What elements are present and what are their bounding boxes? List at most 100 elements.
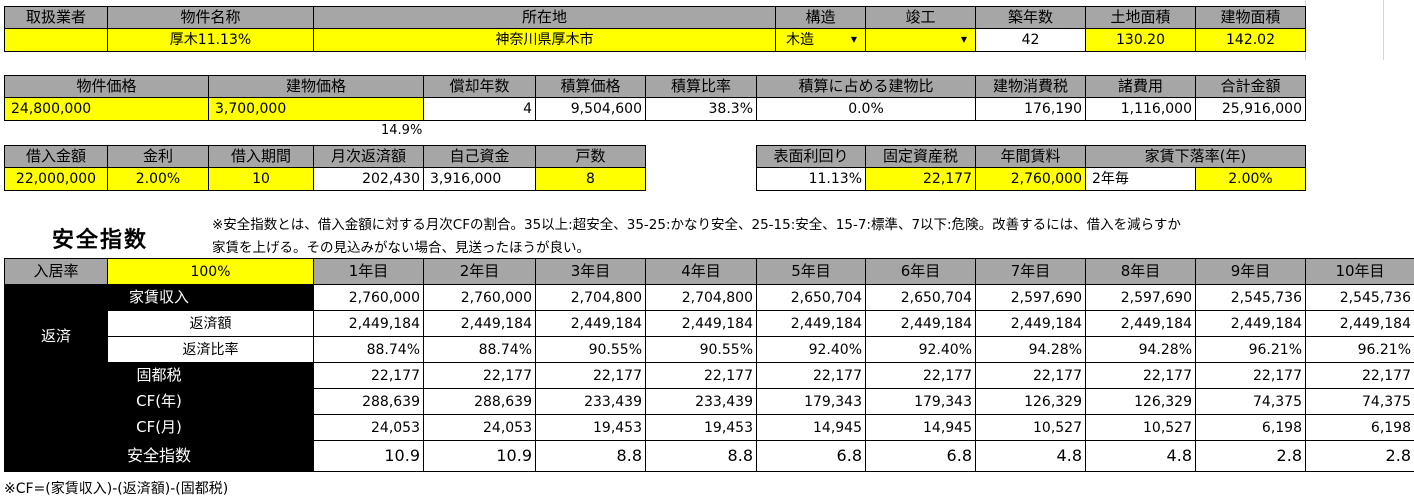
building-price-ratio-note: 14.9%	[381, 123, 423, 138]
header-property-name: 物件名称	[107, 6, 314, 29]
table-cell: 2,545,736	[1195, 284, 1306, 311]
completion-dropdown[interactable]: ▼	[865, 28, 976, 52]
table-cell: 22,177	[1085, 362, 1196, 389]
table-cell: 10,527	[975, 414, 1086, 441]
table-cell: 2,449,184	[645, 310, 757, 337]
misc-costs-value: 1,116,000	[1085, 97, 1196, 121]
occupancy-input[interactable]: 100%	[107, 258, 314, 285]
table-cell: 90.55%	[645, 336, 757, 363]
table-cell: 22,177	[756, 362, 866, 389]
header-building-price: 建物価格	[208, 75, 424, 98]
building-area-input[interactable]: 142.02	[1195, 28, 1306, 52]
header-building-tax: 建物消費税	[975, 75, 1086, 98]
own-funds-value: 3,916,000	[423, 167, 536, 191]
interest-rate-input[interactable]: 2.00%	[107, 167, 209, 191]
table-cell: 2,449,184	[1305, 310, 1414, 337]
table-cell: 2,449,184	[423, 310, 536, 337]
header-interest-rate: 金利	[107, 145, 209, 168]
table-cell: 22,177	[975, 362, 1086, 389]
structure-dropdown[interactable]: 木造 ▼	[775, 28, 866, 52]
rent-decline-rate-input[interactable]: 2.00%	[1195, 167, 1306, 191]
header-surface-yield: 表面利回り	[756, 145, 866, 168]
year-header-10: 10年目	[1305, 258, 1414, 285]
gridline	[1383, 0, 1384, 60]
property-price-input[interactable]: 24,800,000	[4, 97, 209, 121]
annual-rent-input[interactable]: 2,760,000	[975, 167, 1086, 191]
year-header-1: 1年目	[313, 258, 424, 285]
header-building-ratio: 積算に占める建物比	[756, 75, 976, 98]
dropdown-arrow-icon[interactable]: ▼	[850, 35, 857, 44]
table-cell: 22,177	[313, 362, 424, 389]
table-cell: 6,198	[1195, 414, 1306, 441]
building-price-input[interactable]: 3,700,000	[208, 97, 424, 121]
table-cell: 92.40%	[756, 336, 866, 363]
table-cell: 2,760,000	[313, 284, 424, 311]
table-cell: 22,177	[865, 362, 976, 389]
table-cell: 2,449,184	[975, 310, 1086, 337]
loan-period-input[interactable]: 10	[208, 167, 314, 191]
header-completion: 竣工	[865, 6, 976, 29]
table-cell: 4.8	[1085, 440, 1196, 472]
building-tax-value: 176,190	[975, 97, 1086, 121]
occupancy-label: 入居率	[4, 258, 108, 285]
table-cell: 288,639	[313, 388, 424, 415]
table-cell: 74,375	[1195, 388, 1306, 415]
table-cell: 96.21%	[1195, 336, 1306, 363]
header-misc-costs: 諸費用	[1085, 75, 1196, 98]
broker-input[interactable]	[4, 28, 108, 52]
row-label-property-tax: 固都税	[4, 362, 314, 389]
table-cell: 126,329	[1085, 388, 1196, 415]
table-cell: 24,053	[313, 414, 424, 441]
table-cell: 22,177	[1195, 362, 1306, 389]
table-cell: 2,449,184	[535, 310, 646, 337]
table-cell: 94.28%	[1085, 336, 1196, 363]
land-area-input[interactable]: 130.20	[1085, 28, 1196, 52]
table-cell: 179,343	[756, 388, 866, 415]
year-header-5: 5年目	[756, 258, 866, 285]
integrated-price-value: 9,504,600	[535, 97, 646, 121]
table-cell: 2,545,736	[1305, 284, 1414, 311]
table-cell: 19,453	[645, 414, 757, 441]
table-cell: 22,177	[1305, 362, 1414, 389]
table-cell: 2,449,184	[1085, 310, 1196, 337]
total-value: 25,916,000	[1195, 97, 1306, 121]
loan-amount-input[interactable]: 22,000,000	[4, 167, 108, 191]
header-building-age: 築年数	[975, 6, 1086, 29]
footnote: ※CF=(家賃収入)-(返済額)-(固都税)	[4, 481, 229, 497]
location-input[interactable]: 神奈川県厚木市	[313, 28, 776, 52]
header-property-tax: 固定資産税	[865, 145, 976, 168]
header-integrated-ratio: 積算比率	[645, 75, 757, 98]
header-land-area: 土地面積	[1085, 6, 1196, 29]
table-cell: 2,449,184	[865, 310, 976, 337]
table-cell: 19,453	[535, 414, 646, 441]
header-building-area: 建物面積	[1195, 6, 1306, 29]
table-cell: 88.74%	[423, 336, 536, 363]
table-cell: 2,704,800	[535, 284, 646, 311]
table-cell: 288,639	[423, 388, 536, 415]
table-cell: 2,449,184	[756, 310, 866, 337]
header-depreciation-years: 償却年数	[423, 75, 536, 98]
header-structure: 構造	[775, 6, 866, 29]
table-cell: 2.8	[1305, 440, 1414, 472]
year-header-9: 9年目	[1195, 258, 1306, 285]
header-own-funds: 自己資金	[423, 145, 536, 168]
row-label-safety-index: 安全指数	[4, 440, 314, 472]
header-rent-decline: 家賃下落率(年)	[1085, 145, 1306, 168]
table-cell: 96.21%	[1305, 336, 1414, 363]
header-integrated-price: 積算価格	[535, 75, 646, 98]
repay-group-label: 返済	[4, 310, 108, 363]
header-location: 所在地	[313, 6, 776, 29]
table-cell: 4.8	[975, 440, 1086, 472]
dropdown-arrow-icon[interactable]: ▼	[960, 35, 967, 44]
table-cell: 233,439	[645, 388, 757, 415]
property-name-input[interactable]: 厚木11.13%	[107, 28, 314, 52]
units-input[interactable]: 8	[535, 167, 646, 191]
integrated-ratio-value: 38.3%	[645, 97, 757, 121]
table-cell: 24,053	[423, 414, 536, 441]
table-cell: 22,177	[645, 362, 757, 389]
building-ratio-value: 0.0%	[756, 97, 976, 121]
year-header-2: 2年目	[423, 258, 536, 285]
year-header-3: 3年目	[535, 258, 646, 285]
property-tax-input[interactable]: 22,177	[865, 167, 976, 191]
monthly-repayment-value: 202,430	[313, 167, 424, 191]
